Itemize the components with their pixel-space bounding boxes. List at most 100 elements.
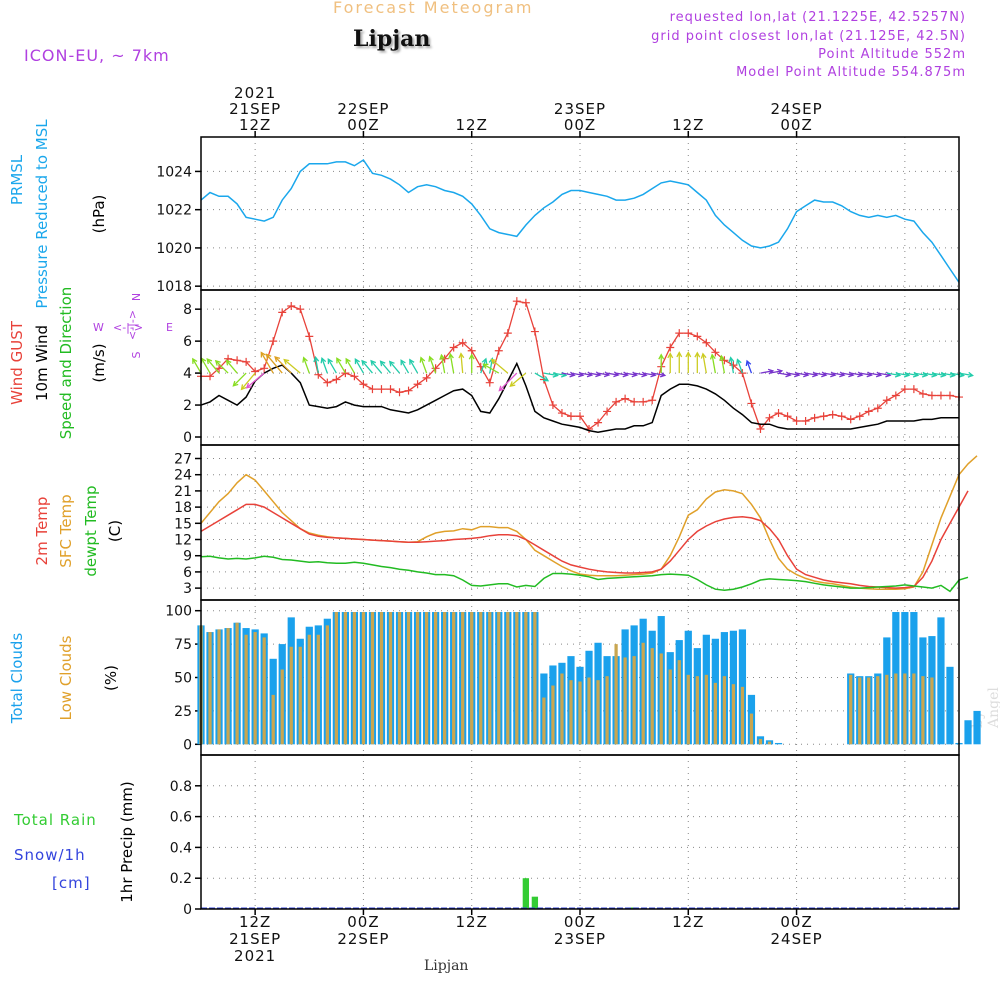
wind-arrow-head <box>274 356 281 362</box>
gust-marker <box>521 298 530 307</box>
wind-arrow <box>420 357 428 374</box>
y-tick-label: 0.6 <box>170 810 192 826</box>
wind-arrow <box>345 358 355 374</box>
gust-marker <box>675 329 684 338</box>
wind-speed-direction-label: Speed and Direction <box>57 287 75 440</box>
wind-arrow-head <box>728 356 735 363</box>
model-point-altitude: Model Point Altitude 554.875m <box>736 65 966 80</box>
top-time-label: 00Z <box>347 116 379 134</box>
bottom-time-label: 12Z <box>239 913 271 931</box>
wind-arrow <box>702 353 707 374</box>
wind-arrow <box>260 352 274 374</box>
bottom-time-label: 23SEP <box>554 930 606 948</box>
wind-arrow <box>361 360 373 374</box>
wind-arrow <box>913 372 927 377</box>
panel-background-0 <box>201 137 959 290</box>
top-time-label: 23SEP <box>554 100 606 118</box>
gust-marker <box>287 301 296 310</box>
top-time-label: 12Z <box>672 116 704 134</box>
wind-10m-line <box>200 361 959 433</box>
wind-arrow <box>429 356 437 374</box>
low-cloud-bar <box>686 674 690 745</box>
wind-arrow-head <box>603 371 611 378</box>
low-cloud-bar <box>731 684 736 745</box>
wind-arrow-head <box>848 371 855 378</box>
low-cloud-bar <box>217 629 221 745</box>
gust-marker <box>666 343 675 352</box>
low-cloud-bar <box>587 677 591 745</box>
gust-marker <box>936 391 945 400</box>
gust-marker <box>557 409 566 418</box>
low-cloud-bar <box>533 612 537 745</box>
wind-arrow-head <box>659 371 667 378</box>
gust-marker <box>765 413 774 422</box>
pressure-line <box>200 158 960 283</box>
wind-arrow <box>841 372 854 376</box>
gust-marker <box>918 389 927 398</box>
y-tick-label: 6 <box>183 565 192 581</box>
low-cloud-bar <box>695 676 699 745</box>
gust-marker <box>305 332 314 341</box>
gust-marker <box>900 385 909 394</box>
gust-marker <box>792 417 801 426</box>
wind-arrow <box>354 358 364 374</box>
low-cloud-bar <box>325 625 329 745</box>
gust-marker <box>323 378 332 387</box>
wind-arrow-head <box>400 359 406 366</box>
wind-arrow-head <box>490 358 497 365</box>
gust-marker <box>603 407 612 416</box>
temp-2m-line <box>200 490 969 589</box>
bottom-time-label: 00Z <box>347 913 379 931</box>
low-cloud-bar <box>614 644 618 745</box>
y-tick-label: 21 <box>174 484 192 500</box>
gust-marker <box>891 391 900 400</box>
low-cloud-bar <box>334 612 338 745</box>
wind-arrow <box>215 360 229 374</box>
gust-marker <box>566 412 575 421</box>
wind-arrow <box>491 358 509 374</box>
low-cloud-bar <box>343 612 348 745</box>
gust-marker <box>648 396 657 405</box>
y-tick-label: 1018 <box>156 279 192 295</box>
low-cloud-bar <box>388 612 393 745</box>
gust-marker <box>368 385 377 394</box>
y-tick-label: 0.4 <box>170 840 192 856</box>
wind-arrow <box>895 372 909 377</box>
wind-arrow <box>769 370 782 374</box>
low-cloud-bar <box>470 612 474 745</box>
precip-unit-label: 1hr Precip (mm) <box>118 781 136 902</box>
wind-arrow-head <box>192 357 198 364</box>
top-time-label: 12Z <box>456 116 488 134</box>
y-tick-label: 6 <box>183 334 192 350</box>
wind-arrow <box>625 372 637 376</box>
bottom-time-label: 2021 <box>234 947 276 965</box>
wind-arrow-head <box>240 384 247 391</box>
prmsl-label: PRMSL <box>8 154 26 205</box>
wind-arrow <box>931 372 946 377</box>
gust-marker <box>612 397 621 406</box>
wind-arrow-head <box>313 355 320 363</box>
wind-arrow-head <box>613 371 620 378</box>
low-cloud-bar <box>424 612 429 745</box>
gust-marker <box>945 391 954 400</box>
gust-marker <box>756 425 765 434</box>
gust-marker <box>422 373 431 382</box>
low-cloud-bar <box>596 680 600 745</box>
y-tick-label: 0.8 <box>170 779 192 795</box>
gust-marker <box>909 385 918 394</box>
gust-marker <box>729 361 738 370</box>
wind-arrow-head <box>409 358 415 365</box>
top-time-label: 21SEP <box>229 100 281 118</box>
gust-marker <box>828 410 837 419</box>
low-cloud-bar <box>316 634 320 745</box>
wind-arrow <box>440 354 446 374</box>
wind-arrow-head <box>830 371 837 378</box>
wind-arrow <box>579 372 592 376</box>
gust-marker <box>359 380 368 389</box>
wind-arrow <box>796 372 809 376</box>
wind-arrow <box>805 372 818 376</box>
gust-marker <box>702 338 711 347</box>
wind-arrow-head <box>428 355 434 362</box>
wind-arrow-head <box>542 376 550 382</box>
